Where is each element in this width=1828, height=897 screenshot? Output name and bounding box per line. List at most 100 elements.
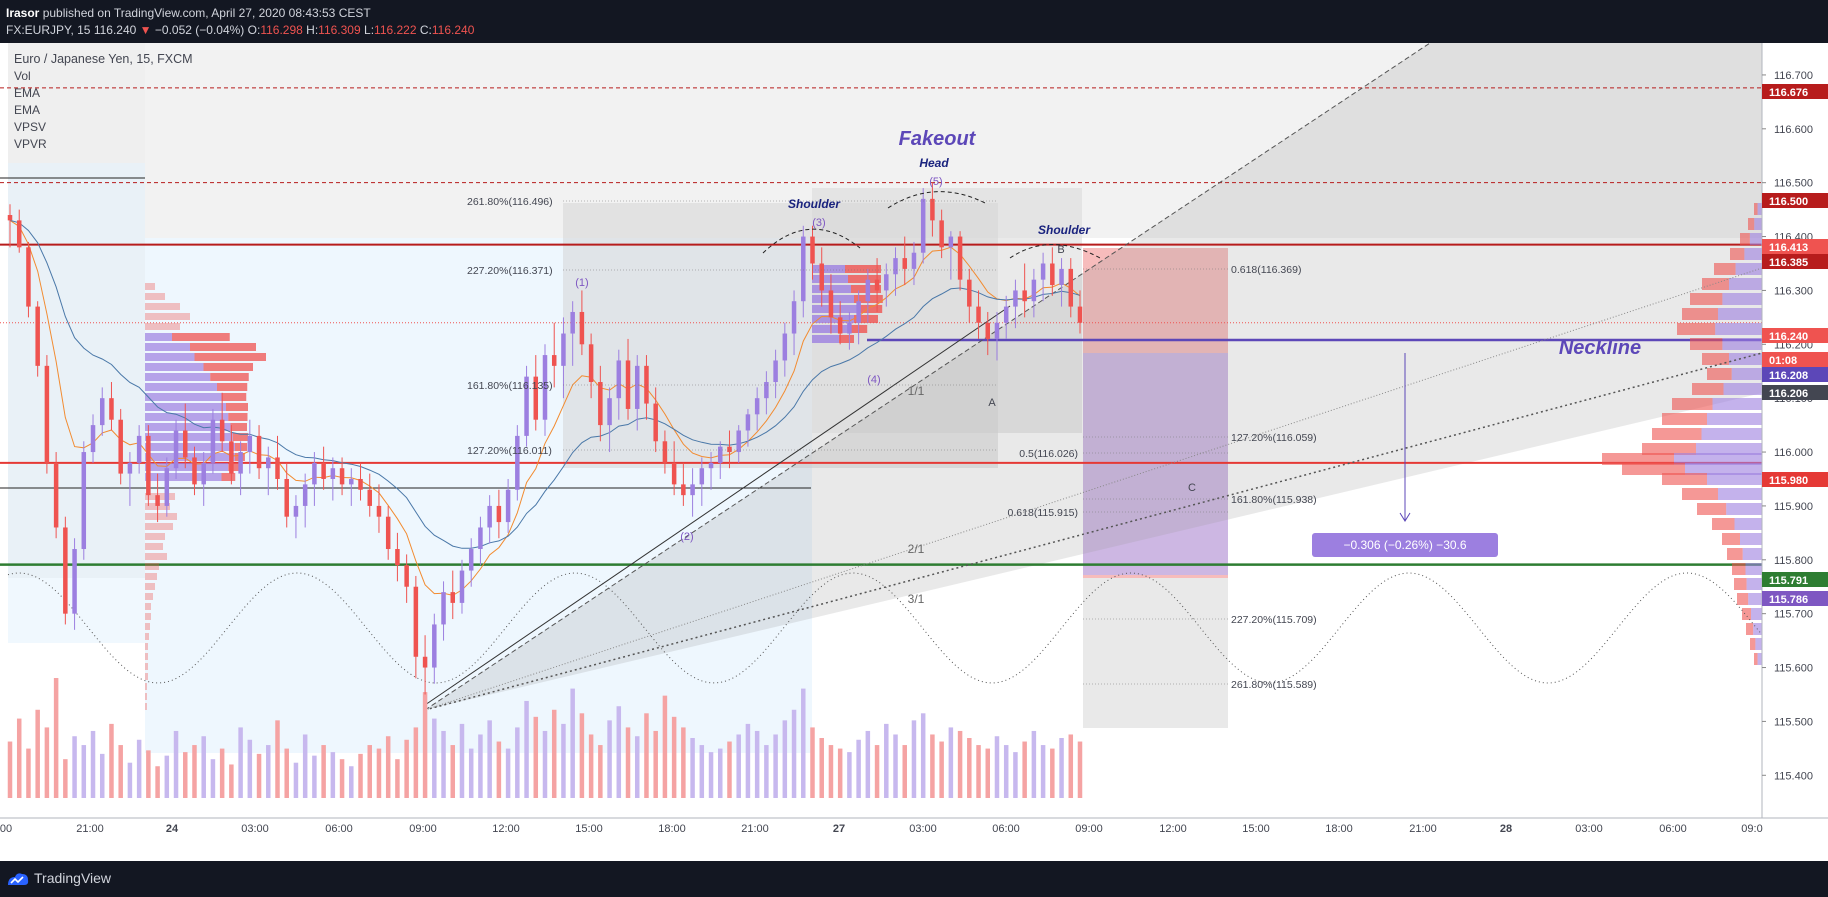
price-label-value: 115.786 bbox=[1769, 594, 1808, 606]
volume-bar bbox=[948, 727, 954, 798]
volume-profile-bear bbox=[190, 343, 256, 351]
candle-body bbox=[579, 311, 585, 345]
time-tick-label: 12:00 bbox=[1159, 823, 1187, 835]
volume-profile-bear bbox=[221, 393, 247, 401]
vpvr-bull bbox=[1746, 578, 1762, 590]
vpvr-bull bbox=[1734, 518, 1762, 530]
volume-bar bbox=[44, 727, 50, 798]
volume-bar bbox=[229, 764, 234, 798]
candle-body bbox=[561, 333, 566, 366]
volume-bar bbox=[164, 755, 170, 798]
trendline bbox=[424, 305, 1011, 706]
candle-body bbox=[939, 220, 944, 248]
vpvr-bear bbox=[1702, 353, 1729, 365]
volume-bar bbox=[976, 745, 981, 798]
candle-body bbox=[44, 365, 50, 463]
volume-bar bbox=[1059, 738, 1064, 798]
candle-body bbox=[26, 247, 31, 307]
candle-body bbox=[773, 360, 778, 383]
legend-vpvr[interactable]: VPVR bbox=[14, 137, 47, 151]
candle-body bbox=[884, 274, 889, 291]
volume-profile-bull bbox=[145, 443, 235, 451]
volume-profile-center-bear bbox=[857, 305, 883, 313]
candle-body bbox=[81, 452, 87, 550]
candle-body bbox=[754, 398, 760, 415]
publish-line: Irasor published on TradingView.com, Apr… bbox=[6, 6, 371, 20]
volume-bar bbox=[450, 745, 456, 798]
candle-body bbox=[358, 478, 363, 490]
volume-profile-faint bbox=[145, 633, 149, 640]
candle-body bbox=[367, 489, 372, 506]
time-tick-label: 00 bbox=[0, 823, 12, 835]
candle-body bbox=[810, 236, 815, 264]
chart-legend: Euro / Japanese Yen, 15, FXCM Vol EMA EM… bbox=[14, 51, 193, 153]
candle-body bbox=[542, 355, 548, 420]
candle-body bbox=[90, 425, 96, 453]
volume-bar bbox=[146, 750, 151, 798]
volume-profile-bull bbox=[145, 333, 172, 341]
volume-bar bbox=[884, 723, 889, 798]
volume-profile-bull bbox=[145, 413, 229, 421]
candle-body bbox=[330, 468, 336, 479]
volume-bar bbox=[930, 734, 935, 798]
head-arc bbox=[887, 191, 986, 209]
volume-bar bbox=[367, 745, 372, 798]
volume-bar bbox=[275, 720, 280, 798]
volume-profile-bull bbox=[145, 343, 190, 351]
volume-profile-faint bbox=[145, 563, 159, 570]
vpvr-bear bbox=[1754, 203, 1758, 215]
time-tick-label: 15:00 bbox=[575, 823, 603, 835]
fib-right-label: 0.618(115.915) bbox=[1008, 507, 1078, 519]
time-tick-label: 27 bbox=[833, 823, 845, 835]
tradingview-logo-icon[interactable] bbox=[6, 871, 30, 887]
volume-profile-bull bbox=[145, 463, 229, 471]
time-tick-label: 18:00 bbox=[1325, 823, 1353, 835]
measure-arrow-head bbox=[1399, 512, 1411, 522]
volume-bar bbox=[985, 748, 991, 798]
vpvr-bear bbox=[1692, 383, 1724, 395]
chart-area[interactable]: −0.306 (−0.26%) −30.6 261.80%(116.496) 227… bbox=[0, 43, 1828, 861]
candle-body bbox=[302, 484, 308, 506]
legend-ema-2[interactable]: EMA bbox=[14, 103, 41, 117]
author-name[interactable]: Irasor bbox=[6, 6, 40, 20]
candle-body bbox=[782, 333, 788, 361]
volume-bar bbox=[681, 727, 686, 798]
time-tick-label: 06:00 bbox=[992, 823, 1020, 835]
volume-bar bbox=[192, 745, 197, 798]
candle-body bbox=[588, 344, 594, 383]
volume-bar bbox=[81, 745, 87, 798]
volume-profile-bull bbox=[145, 473, 222, 481]
volume-profile-bear bbox=[217, 383, 248, 391]
candle-body bbox=[450, 592, 456, 603]
volume-bar bbox=[1022, 741, 1027, 798]
candle-body bbox=[1040, 263, 1046, 280]
volume-profile-bull bbox=[145, 373, 211, 381]
legend-vpsv[interactable]: VPSV bbox=[14, 120, 47, 134]
candle-body bbox=[173, 430, 179, 469]
price-label-value: 115.791 bbox=[1769, 575, 1808, 587]
candle-body bbox=[634, 365, 640, 409]
volume-bar bbox=[773, 734, 778, 798]
vpvr-bear bbox=[1682, 488, 1718, 500]
candle-body bbox=[837, 317, 843, 334]
footer-brand[interactable]: TradingView bbox=[34, 870, 112, 886]
vpvr-bear bbox=[1714, 263, 1736, 275]
price-label-value: 116.500 bbox=[1769, 196, 1808, 208]
price-label-box bbox=[1762, 84, 1828, 99]
candle-body bbox=[828, 290, 834, 318]
vpvr-bear bbox=[1730, 248, 1745, 260]
legend-vol[interactable]: Vol bbox=[14, 69, 31, 83]
vpvr-bear bbox=[1712, 518, 1735, 530]
ohlc-line: FX:EURJPY, 15 116.240 ▼ −0.052 (−0.04%) … bbox=[6, 23, 474, 37]
price-chart[interactable]: −0.306 (−0.26%) −30.6 261.80%(116.496) 227… bbox=[0, 43, 1828, 861]
volume-bar bbox=[478, 734, 483, 798]
vpvr-bull bbox=[1685, 463, 1762, 475]
time-tick-label: 24 bbox=[166, 823, 179, 835]
volume-profile-faint bbox=[145, 663, 148, 670]
candle-body bbox=[1068, 268, 1074, 307]
volume-bar bbox=[63, 759, 68, 798]
vpvr-bull bbox=[1723, 383, 1762, 395]
volume-bar bbox=[16, 718, 22, 798]
legend-ema-1[interactable]: EMA bbox=[14, 86, 41, 100]
vpvr-bull bbox=[1754, 218, 1762, 230]
